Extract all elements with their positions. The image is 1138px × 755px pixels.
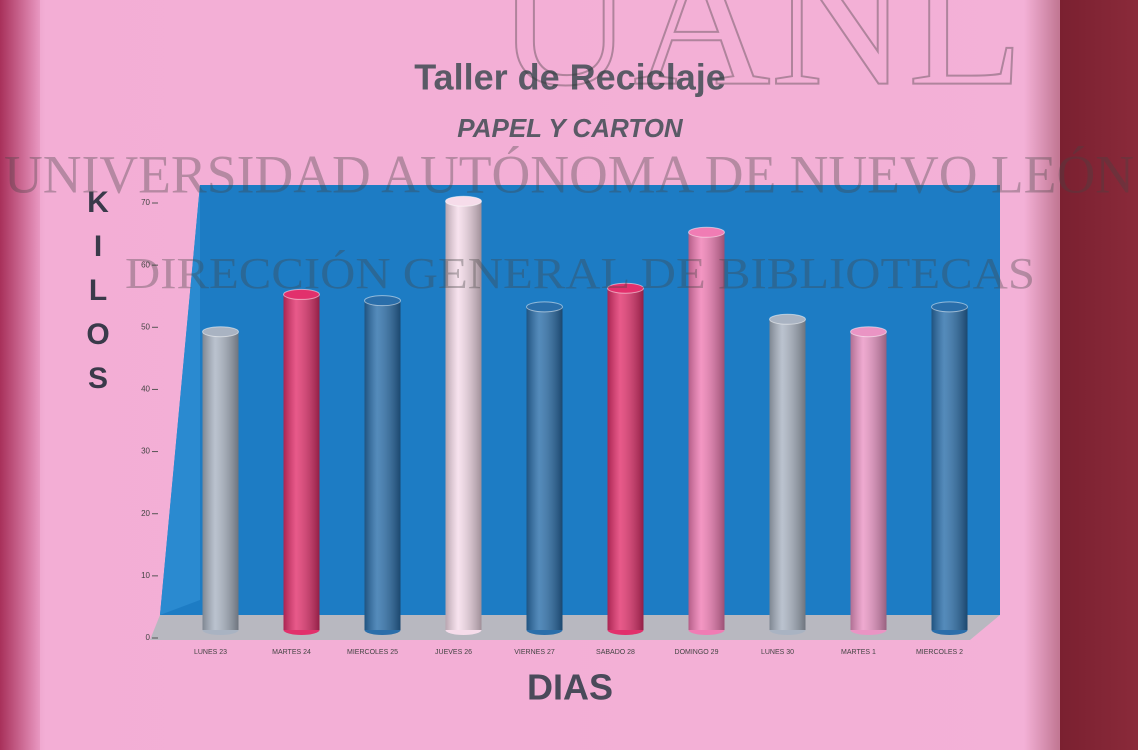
bar-shading [283, 294, 320, 630]
chart-title: Taller de Reciclaje [414, 57, 726, 98]
x-tick-label: MIERCOLES 2 [916, 649, 963, 656]
x-tick-label: JUEVES 26 [435, 649, 472, 656]
y-tick-label: 0 [146, 633, 151, 642]
y-tick-label: 60 [141, 260, 150, 269]
bar-shading [364, 300, 401, 630]
x-tick-label: LUNES 23 [194, 649, 227, 656]
bar-cap [769, 313, 806, 325]
bar-cap [283, 288, 320, 300]
y-tick-label: 10 [141, 571, 150, 580]
x-tick-label: MIERCOLES 25 [347, 649, 398, 656]
watermark: UANL UNIVERSIDAD AUTÓNOMA DE NUEVO LEÓN … [4, 0, 1134, 298]
side-wall [160, 185, 200, 615]
y-tick-label: 50 [141, 322, 150, 331]
bar-shading [688, 232, 725, 631]
bar-shading [769, 319, 806, 630]
bar-cap [445, 195, 482, 207]
y-tick-label: 20 [141, 509, 150, 518]
x-axis-label: DIAS [527, 667, 613, 708]
bar-cap [931, 301, 968, 313]
y-tick-label: 30 [141, 447, 150, 456]
watermark-logo: UANL [496, 0, 1024, 126]
bar-cap [364, 295, 401, 307]
chart-subtitle: PAPEL Y CARTON [457, 113, 684, 143]
x-tick-label: LUNES 30 [761, 649, 794, 656]
bar-cap [688, 226, 725, 238]
x-tick-label: MARTES 24 [272, 649, 311, 656]
bar-cap [202, 326, 239, 338]
watermark-line: UNIVERSIDAD AUTÓNOMA DE NUEVO LEÓN [4, 144, 1134, 204]
bar-shading [526, 306, 563, 630]
bar-cap [607, 282, 644, 294]
x-tick-label: VIERNES 27 [514, 649, 555, 656]
y-tick-label: 70 [141, 198, 150, 207]
y-tick-label: 40 [141, 385, 150, 394]
x-tick-label: MARTES 1 [841, 649, 876, 656]
x-tick-label: SABADO 28 [596, 649, 635, 656]
bar-shading [607, 288, 644, 630]
bar-shading [445, 201, 482, 630]
watermark-line: DIRECCIÓN GENERAL DE BIBLIOTECAS [125, 249, 1035, 298]
bar-cap [850, 326, 887, 338]
bar-shading [850, 331, 887, 630]
x-tick-label: DOMINGO 29 [675, 649, 719, 656]
bar-cap [526, 301, 563, 313]
bar-shading [202, 331, 239, 630]
bar-shading [931, 306, 968, 630]
